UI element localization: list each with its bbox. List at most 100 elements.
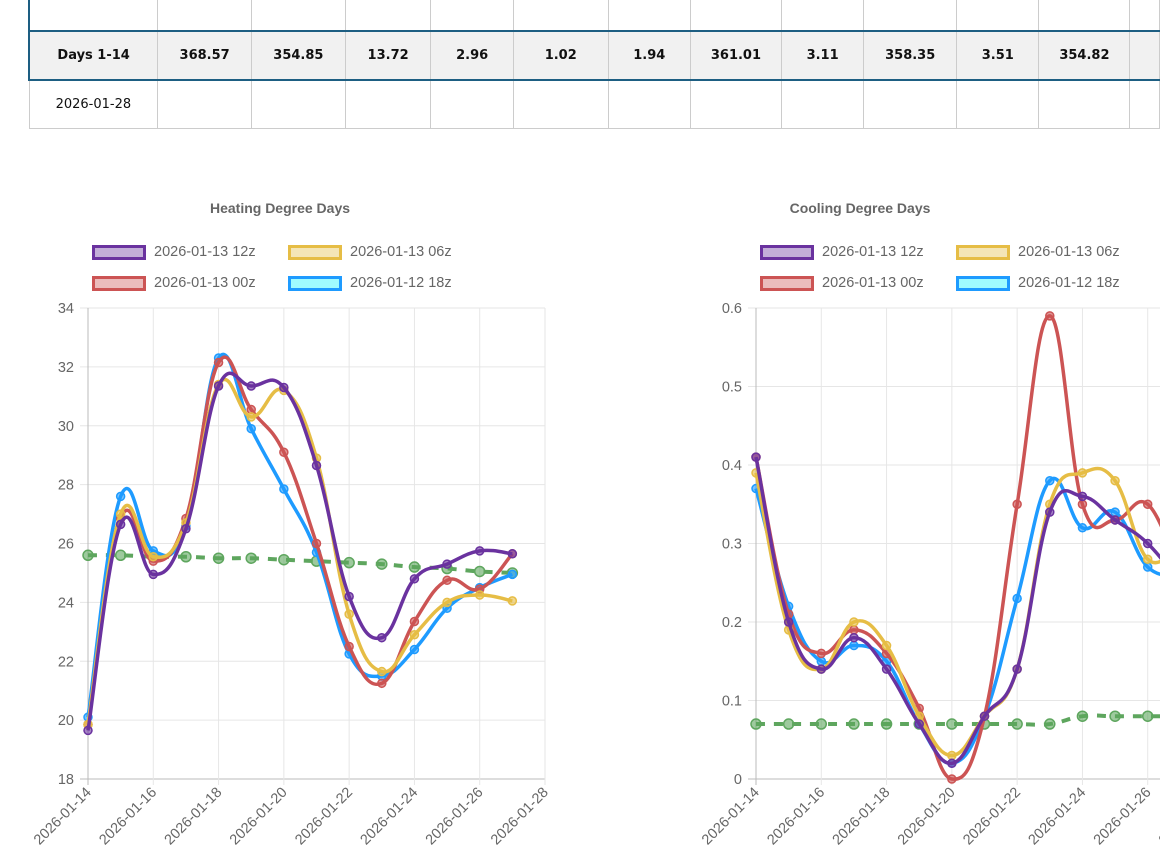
data-point[interactable] <box>946 718 958 730</box>
data-point[interactable] <box>947 774 957 784</box>
data-point[interactable] <box>507 569 518 580</box>
data-point[interactable] <box>751 452 761 462</box>
data-point[interactable] <box>1012 664 1022 674</box>
data-point[interactable] <box>278 553 290 566</box>
data-point[interactable] <box>1142 562 1153 572</box>
data-point[interactable] <box>1110 475 1120 486</box>
data-point[interactable] <box>245 552 257 564</box>
data-point[interactable] <box>914 719 924 729</box>
data-point[interactable] <box>849 625 859 635</box>
data-point[interactable] <box>408 561 421 573</box>
data-point[interactable] <box>474 590 485 600</box>
legend-item[interactable]: 2026-01-12 18z <box>956 275 1120 291</box>
legend-item[interactable]: 2026-01-13 06z <box>956 244 1120 260</box>
data-point[interactable] <box>376 558 388 570</box>
row-label-cell <box>28 0 159 32</box>
data-point[interactable] <box>343 556 355 569</box>
data-point[interactable] <box>849 617 859 627</box>
data-point[interactable] <box>947 750 957 761</box>
data-point[interactable] <box>1045 311 1055 321</box>
data-point[interactable] <box>1077 491 1088 502</box>
data-point[interactable] <box>115 491 126 502</box>
data-point[interactable] <box>311 538 322 549</box>
data-point[interactable] <box>377 666 387 677</box>
data-point[interactable] <box>816 648 827 659</box>
data-point[interactable] <box>180 550 192 563</box>
data-point[interactable] <box>114 549 127 562</box>
legend-item[interactable]: 2026-01-13 12z <box>760 244 924 260</box>
data-point[interactable] <box>473 565 486 578</box>
data-point[interactable] <box>409 574 420 584</box>
data-point[interactable] <box>507 596 518 606</box>
data-point[interactable] <box>816 656 827 666</box>
data-point[interactable] <box>1077 499 1088 509</box>
data-point[interactable] <box>1076 710 1089 722</box>
data-point[interactable] <box>279 447 289 457</box>
data-point[interactable] <box>246 412 256 422</box>
legend-item[interactable]: 2026-01-13 00z <box>92 275 256 291</box>
data-point[interactable] <box>148 551 159 562</box>
data-point[interactable] <box>1110 515 1120 525</box>
data-point[interactable] <box>377 678 387 689</box>
data-point[interactable] <box>279 484 289 494</box>
data-point[interactable] <box>148 569 159 580</box>
data-point[interactable] <box>849 640 859 651</box>
data-point[interactable] <box>783 617 794 627</box>
data-point[interactable] <box>279 382 289 393</box>
data-point[interactable] <box>442 559 452 569</box>
data-point[interactable] <box>82 549 94 562</box>
data-point[interactable] <box>409 630 420 640</box>
legend-item[interactable]: 2026-01-13 00z <box>760 275 924 291</box>
data-point[interactable] <box>181 524 191 534</box>
data-point[interactable] <box>750 718 762 730</box>
data-point[interactable] <box>311 460 322 471</box>
y-tick-label: 0.1 <box>722 694 742 710</box>
data-point[interactable] <box>246 423 256 434</box>
data-point[interactable] <box>507 549 518 559</box>
data-point[interactable] <box>1142 554 1153 564</box>
data-point[interactable] <box>246 381 256 391</box>
data-point[interactable] <box>1141 710 1154 722</box>
data-point[interactable] <box>344 591 354 602</box>
data-point[interactable] <box>881 664 892 674</box>
data-point[interactable] <box>880 718 893 730</box>
data-point[interactable] <box>213 381 224 391</box>
data-point[interactable] <box>213 357 224 368</box>
data-point[interactable] <box>848 718 860 730</box>
legend-item[interactable]: 2026-01-13 12z <box>92 244 256 260</box>
data-point[interactable] <box>344 641 354 652</box>
data-point[interactable] <box>377 632 387 643</box>
data-point[interactable] <box>212 552 225 564</box>
data-point[interactable] <box>881 640 892 651</box>
data-point[interactable] <box>815 718 828 730</box>
data-point[interactable] <box>1109 710 1121 722</box>
data-point[interactable] <box>947 758 957 769</box>
data-point[interactable] <box>1011 718 1023 730</box>
data-point[interactable] <box>1142 538 1153 549</box>
data-point[interactable] <box>409 644 420 655</box>
data-point[interactable] <box>1045 507 1055 517</box>
data-point[interactable] <box>979 711 990 721</box>
data-point[interactable] <box>1077 523 1088 533</box>
data-point[interactable] <box>1012 593 1022 604</box>
data-point[interactable] <box>115 519 126 530</box>
data-point[interactable] <box>782 718 795 730</box>
data-point[interactable] <box>1044 718 1056 730</box>
legend-item[interactable]: 2026-01-13 06z <box>288 244 452 260</box>
data-point[interactable] <box>1077 468 1088 478</box>
data-point[interactable] <box>816 664 827 674</box>
data-point[interactable] <box>442 575 452 586</box>
data-point[interactable] <box>1142 499 1153 509</box>
data-point[interactable] <box>409 616 420 627</box>
data-point[interactable] <box>344 609 354 619</box>
data-point[interactable] <box>1012 499 1022 509</box>
data-point[interactable] <box>849 632 859 643</box>
legend-item[interactable]: 2026-01-12 18z <box>288 275 452 291</box>
data-point[interactable] <box>115 509 126 519</box>
data-point[interactable] <box>442 597 452 608</box>
data-point[interactable] <box>1045 475 1055 486</box>
table-cell: 358.35 <box>863 30 958 81</box>
data-point[interactable] <box>1110 507 1120 517</box>
data-point[interactable] <box>83 725 93 736</box>
data-point[interactable] <box>474 546 485 556</box>
